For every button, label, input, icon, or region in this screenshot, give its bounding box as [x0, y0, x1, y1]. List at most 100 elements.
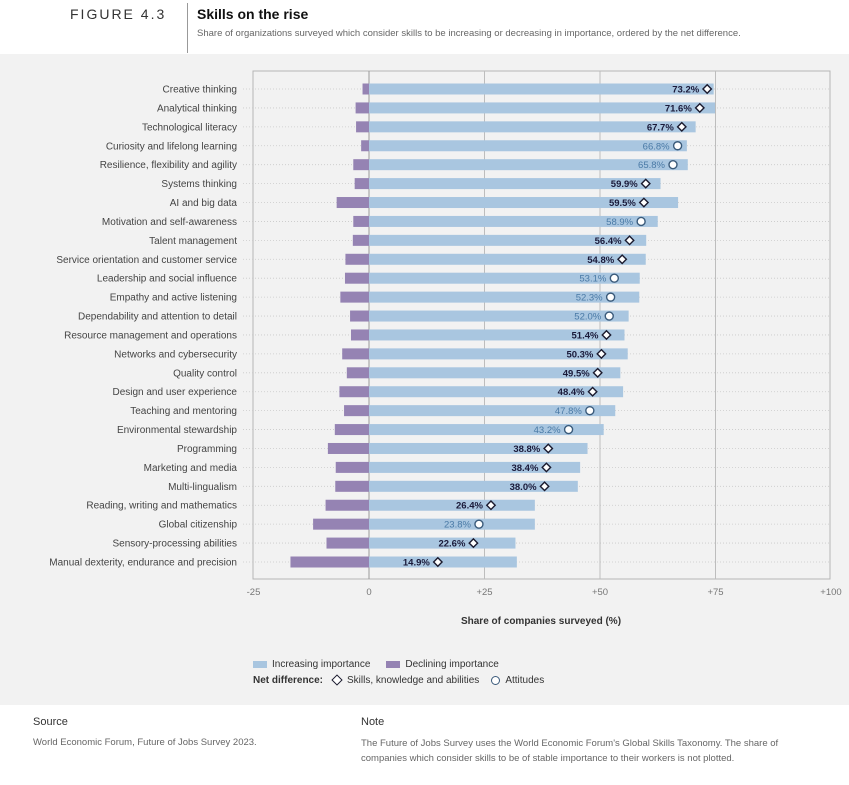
legend-declining: Declining importance — [386, 658, 499, 670]
net-circle-marker — [605, 292, 616, 302]
net-value-label: 67.7% — [647, 122, 674, 133]
category-label: Curiosity and lifelong learning — [106, 141, 237, 152]
net-diamond-marker — [592, 367, 603, 378]
net-diamond-marker — [694, 102, 705, 114]
category-label: Analytical thinking — [157, 103, 237, 114]
net-value-label: 56.4% — [595, 236, 622, 247]
net-diamond-marker — [624, 235, 635, 246]
net-circle-marker — [636, 216, 646, 227]
legend-increasing: Increasing importance — [253, 659, 370, 670]
declining-bar — [344, 405, 369, 417]
net-diamond-marker — [432, 556, 444, 568]
net-value-label: 38.0% — [510, 482, 537, 493]
category-label: Leadership and social influence — [97, 274, 238, 285]
declining-bar — [335, 480, 369, 492]
x-axis-label: Share of companies surveyed (%) — [461, 616, 621, 627]
net-value-label: 50.3% — [566, 349, 593, 360]
net-value-label: 59.5% — [609, 198, 636, 209]
net-circle-marker — [585, 405, 595, 416]
net-diamond-marker — [616, 254, 628, 265]
net-value-label: 48.4% — [558, 387, 585, 398]
declining-bar — [346, 367, 369, 379]
net-value-label: 54.8% — [587, 255, 614, 266]
category-label: Creative thinking — [163, 85, 237, 96]
declining-bar — [355, 102, 369, 114]
net-diamond-marker — [539, 481, 550, 492]
figure-header: FIGURE 4.3 Skills on the rise Share of o… — [0, 0, 849, 54]
category-label: Programming — [177, 444, 237, 455]
net-value-label: 51.4% — [572, 330, 599, 341]
increasing-bar — [369, 424, 604, 436]
x-tick-label: +75 — [707, 587, 723, 598]
category-label: Manual dexterity, endurance and precisio… — [49, 558, 237, 569]
category-label: Marketing and media — [144, 463, 238, 474]
increasing-bar — [369, 272, 640, 284]
declining-bar — [313, 518, 369, 530]
increasing-bar — [369, 121, 696, 133]
net-diamond-marker — [596, 348, 607, 360]
legend-net-title: Net difference: — [253, 674, 324, 686]
category-label: Technological literacy — [142, 122, 237, 133]
net-diamond-marker — [676, 121, 687, 133]
category-label: Dependability and attention to detail — [78, 312, 237, 323]
increasing-bar — [369, 140, 687, 152]
increasing-bar — [369, 480, 578, 492]
increasing-bar — [369, 291, 640, 303]
declining-bar — [353, 215, 369, 227]
declining-bar — [327, 442, 369, 454]
net-circle-marker — [563, 424, 574, 435]
net-diamond-marker — [701, 83, 713, 95]
net-value-label: 23.8% — [444, 520, 471, 531]
net-value-label: 38.4% — [511, 463, 538, 474]
declining-bar — [350, 329, 369, 341]
increasing-bar — [369, 234, 647, 246]
legend-skills: Skills, knowledge and abilities — [331, 674, 479, 686]
increasing-bar — [369, 215, 658, 227]
increasing-bar — [369, 405, 616, 417]
declining-bar — [290, 556, 369, 568]
footer: Source World Economic Forum, Future of J… — [0, 705, 849, 785]
increasing-bar — [369, 197, 679, 209]
net-value-label: 47.8% — [555, 406, 582, 417]
declining-bar — [326, 537, 369, 549]
net-value-label: 71.6% — [665, 103, 692, 114]
increasing-bar — [369, 367, 621, 379]
category-label: AI and big data — [170, 198, 238, 209]
category-label: Resource management and operations — [64, 330, 237, 341]
source-text: World Economic Forum, Future of Jobs Sur… — [33, 737, 257, 748]
declining-bar — [361, 140, 369, 152]
net-circle-marker — [672, 141, 683, 151]
legend: Increasing importance Declining importan… — [253, 656, 560, 688]
plot-frame — [252, 70, 831, 580]
net-circle-marker — [474, 519, 484, 529]
note-text: The Future of Jobs Survey uses the World… — [361, 738, 779, 764]
net-value-label: 59.9% — [611, 179, 638, 190]
increasing-bar — [369, 499, 535, 511]
declining-bar — [339, 386, 369, 398]
x-tick-label: 0 — [366, 587, 371, 598]
category-label: Environmental stewardship — [117, 425, 237, 436]
net-diamond-marker — [468, 537, 479, 549]
category-label: Quality control — [173, 368, 237, 379]
note-title: Note — [361, 716, 385, 728]
net-value-label: 43.2% — [534, 425, 561, 436]
x-tick-label: +100 — [820, 587, 841, 598]
legend-increasing-swatch — [253, 660, 267, 668]
net-value-label: 65.8% — [638, 160, 665, 171]
net-diamond-marker — [543, 443, 554, 454]
category-label: Resilience, flexibility and agility — [100, 160, 237, 171]
declining-bar — [340, 291, 369, 303]
net-diamond-marker — [587, 386, 598, 397]
declining-bar — [350, 310, 369, 322]
net-value-label: 49.5% — [563, 368, 590, 379]
legend-declining-label: Declining importance — [405, 658, 499, 670]
header-divider — [187, 3, 188, 53]
category-label: Multi-lingualism — [168, 482, 237, 493]
category-label: Teaching and mentoring — [130, 406, 237, 417]
net-value-label: 38.8% — [513, 444, 540, 455]
legend-attitudes-label: Attitudes — [505, 674, 545, 686]
net-value-label: 22.6% — [438, 539, 465, 550]
declining-bar — [344, 272, 369, 284]
net-diamond-marker — [601, 329, 612, 341]
increasing-bar — [369, 386, 624, 398]
